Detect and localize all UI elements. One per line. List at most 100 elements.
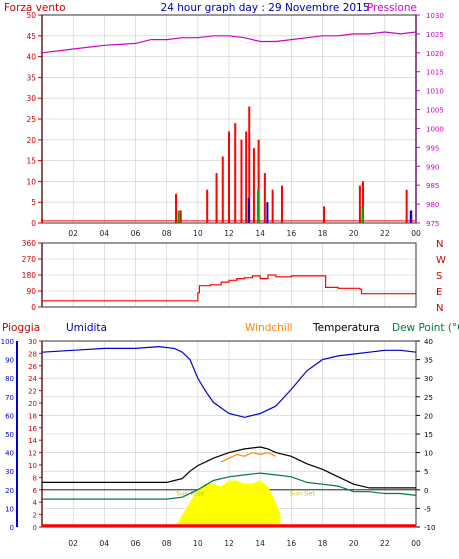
panel-temp-humidity: 0102030405060708090100024681012141618202… (1, 338, 436, 548)
p2-compass-S-2: S (436, 271, 442, 282)
p3-rain-tick-10: 10 (28, 462, 37, 470)
chart-title: 24 hour graph day : 29 Novembre 2015 (161, 2, 370, 14)
p3-xtick-16: 16 (287, 539, 297, 548)
p3-temp-tick-40: 40 (424, 338, 433, 346)
p1-y2tick-980: 980 (426, 201, 439, 209)
p1-ytick-15: 15 (26, 157, 36, 166)
p3-temp-tick--5: -5 (424, 505, 431, 513)
p3-xtick-06: 06 (131, 539, 141, 548)
p3-rain-tick-26: 26 (28, 363, 37, 371)
p1-y2tick-1020: 1020 (426, 50, 444, 58)
p3-hum-tick-90: 90 (5, 357, 14, 365)
windchill-label: Windchill (245, 322, 293, 334)
p2-compass-N-4: N (436, 303, 443, 314)
p3-rain-tick-6: 6 (33, 487, 38, 495)
p1-ytick-20: 20 (26, 136, 36, 145)
p2-compass-N-0: N (436, 239, 443, 250)
p3-hum-tick-80: 80 (5, 375, 14, 383)
p1-y2tick-1025: 1025 (426, 31, 444, 39)
p3-hum-tick-60: 60 (5, 412, 14, 420)
p3-temp-tick-10: 10 (424, 450, 433, 458)
p3-xtick-00: 00 (411, 539, 421, 548)
p3-xtick-10: 10 (193, 539, 203, 548)
pressure-label: Pressione (367, 2, 417, 14)
humidity-label: Umidita (66, 322, 107, 334)
p3-xtick-04: 04 (100, 539, 110, 548)
p3-rain-tick-12: 12 (28, 450, 37, 458)
wind-direction-line (42, 274, 417, 302)
p3-rain-tick-14: 14 (28, 437, 37, 445)
p1-ytick-40: 40 (26, 53, 36, 62)
p1-xtick-22: 22 (380, 229, 390, 238)
p3-hum-tick-40: 40 (5, 450, 14, 458)
p1-ytick-0: 0 (31, 219, 36, 228)
p2-ytick-180: 180 (22, 271, 37, 280)
p3-hum-tick-70: 70 (5, 394, 14, 402)
p3-xtick-02: 02 (68, 539, 78, 548)
p1-y2tick-995: 995 (426, 144, 439, 152)
p3-rain-tick-4: 4 (33, 499, 38, 507)
p1-y2tick-1015: 1015 (426, 69, 444, 77)
p1-y2tick-1010: 1010 (426, 88, 444, 96)
sun-area (177, 480, 281, 527)
p2-compass-W-1: W (436, 255, 446, 266)
p1-xtick-06: 06 (131, 229, 141, 238)
p1-xtick-02: 02 (68, 229, 78, 238)
p3-rain-tick-18: 18 (28, 412, 37, 420)
p3-xtick-20: 20 (349, 539, 359, 548)
p1-ytick-25: 25 (26, 115, 36, 124)
p3-xtick-08: 08 (162, 539, 172, 548)
p3-rain-tick-20: 20 (28, 400, 37, 408)
p1-y2tick-985: 985 (426, 182, 439, 190)
p3-xtick-22: 22 (380, 539, 390, 548)
p1-xtick-00: 00 (411, 229, 421, 238)
p1-y2tick-1030: 1030 (426, 12, 444, 20)
p1-xtick-08: 08 (162, 229, 172, 238)
p2-frame (41, 242, 417, 308)
p2-ytick-0: 0 (31, 303, 36, 312)
sunset-label: Sun Set (290, 489, 316, 497)
wind-speed-label: Forza vento (4, 2, 66, 14)
p1-ytick-50: 50 (26, 11, 36, 20)
p1-xtick-16: 16 (287, 229, 297, 238)
p1-xtick-12: 12 (224, 229, 234, 238)
p1-y2tick-1005: 1005 (426, 107, 444, 115)
p3-xtick-14: 14 (255, 539, 265, 548)
p3-rain-tick-8: 8 (33, 474, 37, 482)
dewpoint-line (42, 472, 417, 500)
p3-rain-tick-16: 16 (28, 425, 37, 433)
p3-temp-tick-30: 30 (424, 375, 433, 383)
windchill-line (220, 451, 277, 463)
temperature-line (42, 446, 416, 489)
dewpoint-label: Dew Point (°C (392, 322, 459, 334)
p3-xtick-18: 18 (318, 539, 328, 548)
p3-hum-tick-20: 20 (5, 487, 14, 495)
p3-temp-tick-0: 0 (424, 487, 428, 495)
p1-ytick-45: 45 (26, 32, 36, 41)
p3-rain-tick-30: 30 (28, 338, 37, 346)
rain-label: Pioggia (2, 322, 40, 334)
p3-rain-tick-28: 28 (28, 350, 37, 358)
p3-hum-tick-100: 100 (1, 338, 14, 346)
p2-ytick-90: 90 (26, 287, 36, 296)
p1-xtick-04: 04 (100, 229, 110, 238)
p1-ytick-5: 5 (31, 198, 36, 207)
p3-rain-tick-2: 2 (33, 512, 37, 520)
humidity-line (41, 345, 417, 418)
p3-rain-tick-22: 22 (28, 388, 37, 396)
p1-xtick-10: 10 (193, 229, 203, 238)
pressure-line (41, 31, 417, 54)
p3-hum-tick-10: 10 (5, 505, 14, 513)
p3-rain-tick-0: 0 (33, 524, 37, 532)
p3-temp-tick-5: 5 (424, 468, 428, 476)
p1-xtick-18: 18 (318, 229, 328, 238)
p1-xtick-20: 20 (349, 229, 359, 238)
p3-xtick-12: 12 (224, 539, 234, 548)
p2-ytick-360: 360 (22, 239, 37, 248)
p3-temp-tick--10: -10 (424, 524, 435, 532)
p2-ytick-270: 270 (22, 255, 37, 264)
p1-ytick-35: 35 (26, 73, 36, 82)
